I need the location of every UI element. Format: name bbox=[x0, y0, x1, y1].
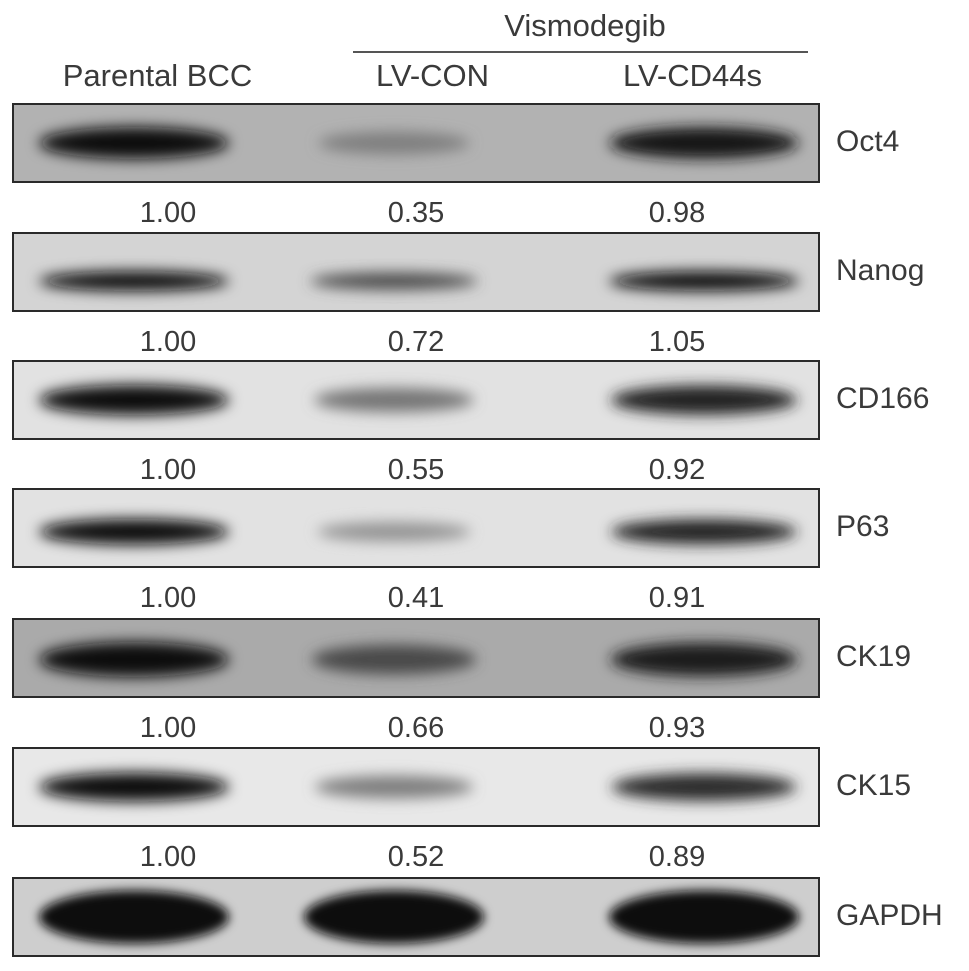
relative-expression-value: 0.55 bbox=[387, 454, 445, 486]
relative-expression-value: 0.98 bbox=[648, 197, 706, 229]
quantification-row: 1.00 0.35 0.98 bbox=[0, 197, 969, 231]
blot-nanog bbox=[12, 232, 820, 312]
band-lane-2 bbox=[310, 272, 478, 290]
quantification-row: 1.00 0.41 0.91 bbox=[0, 582, 969, 616]
relative-expression-value: 1.00 bbox=[139, 326, 197, 358]
blot-image bbox=[14, 105, 818, 181]
relative-expression-value: 0.66 bbox=[387, 712, 445, 744]
treatment-group-label: Vismodegib bbox=[504, 8, 666, 43]
relative-expression-value: 0.72 bbox=[387, 326, 445, 358]
band-lane-1 bbox=[39, 127, 229, 159]
band-lane-2 bbox=[314, 775, 474, 799]
relative-expression-value: 0.89 bbox=[648, 841, 706, 873]
blot-ck19 bbox=[12, 618, 820, 698]
relative-expression-value: 0.92 bbox=[648, 454, 706, 486]
band-lane-3 bbox=[610, 385, 798, 415]
relative-expression-value: 1.00 bbox=[139, 712, 197, 744]
quantification-row: 1.00 0.72 1.05 bbox=[0, 326, 969, 360]
band-lane-3 bbox=[609, 127, 799, 159]
marker-label: P63 bbox=[836, 510, 890, 543]
band-lane-1 bbox=[39, 518, 229, 545]
lane-label-lv-con: LV-CON bbox=[375, 58, 490, 93]
band-lane-1 bbox=[39, 384, 229, 416]
relative-expression-value: 1.05 bbox=[648, 326, 706, 358]
blot-image bbox=[14, 620, 818, 696]
relative-expression-value: 1.00 bbox=[139, 454, 197, 486]
band-lane-3 bbox=[610, 642, 798, 677]
relative-expression-value: 0.52 bbox=[387, 841, 445, 873]
marker-label: CK15 bbox=[836, 769, 912, 802]
band-lane-3 bbox=[609, 271, 799, 291]
blot-image bbox=[14, 749, 818, 825]
quantification-row: 1.00 0.66 0.93 bbox=[0, 712, 969, 746]
band-lane-3 bbox=[611, 519, 797, 545]
blot-image bbox=[14, 362, 818, 438]
band-lane-3 bbox=[611, 773, 797, 801]
blot-cd166 bbox=[12, 360, 820, 440]
band-lane-2 bbox=[317, 522, 471, 542]
marker-label: Oct4 bbox=[836, 125, 900, 158]
treatment-group-bracket bbox=[353, 51, 808, 53]
relative-expression-value: 0.35 bbox=[387, 197, 445, 229]
blot-image bbox=[14, 879, 818, 955]
quantification-row: 1.00 0.55 0.92 bbox=[0, 454, 969, 488]
marker-label: CK19 bbox=[836, 640, 912, 673]
lane-label-parental: Parental BCC bbox=[62, 58, 253, 93]
relative-expression-value: 1.00 bbox=[139, 841, 197, 873]
lane-label-lv-cd44s: LV-CD44s bbox=[623, 58, 762, 93]
blot-ck15 bbox=[12, 747, 820, 827]
relative-expression-value: 0.93 bbox=[648, 712, 706, 744]
band-lane-3 bbox=[609, 890, 799, 944]
blot-gapdh bbox=[12, 877, 820, 957]
band-lane-1 bbox=[39, 642, 229, 677]
relative-expression-value: 0.41 bbox=[387, 582, 445, 614]
relative-expression-value: 0.91 bbox=[648, 582, 706, 614]
band-lane-2 bbox=[314, 387, 474, 413]
blot-image bbox=[14, 490, 818, 566]
blot-image bbox=[14, 234, 818, 310]
relative-expression-value: 1.00 bbox=[139, 582, 197, 614]
quantification-row: 1.00 0.52 0.89 bbox=[0, 841, 969, 875]
relative-expression-value: 1.00 bbox=[139, 197, 197, 229]
blot-oct4 bbox=[12, 103, 820, 183]
band-lane-1 bbox=[39, 271, 229, 291]
marker-label: CD166 bbox=[836, 382, 930, 415]
band-lane-2 bbox=[318, 131, 470, 155]
band-lane-1 bbox=[39, 772, 229, 802]
band-lane-2 bbox=[304, 890, 484, 944]
marker-label: GAPDH bbox=[836, 899, 943, 932]
marker-label: Nanog bbox=[836, 254, 925, 287]
blot-p63 bbox=[12, 488, 820, 568]
band-lane-2 bbox=[311, 644, 477, 675]
band-lane-1 bbox=[39, 890, 229, 944]
